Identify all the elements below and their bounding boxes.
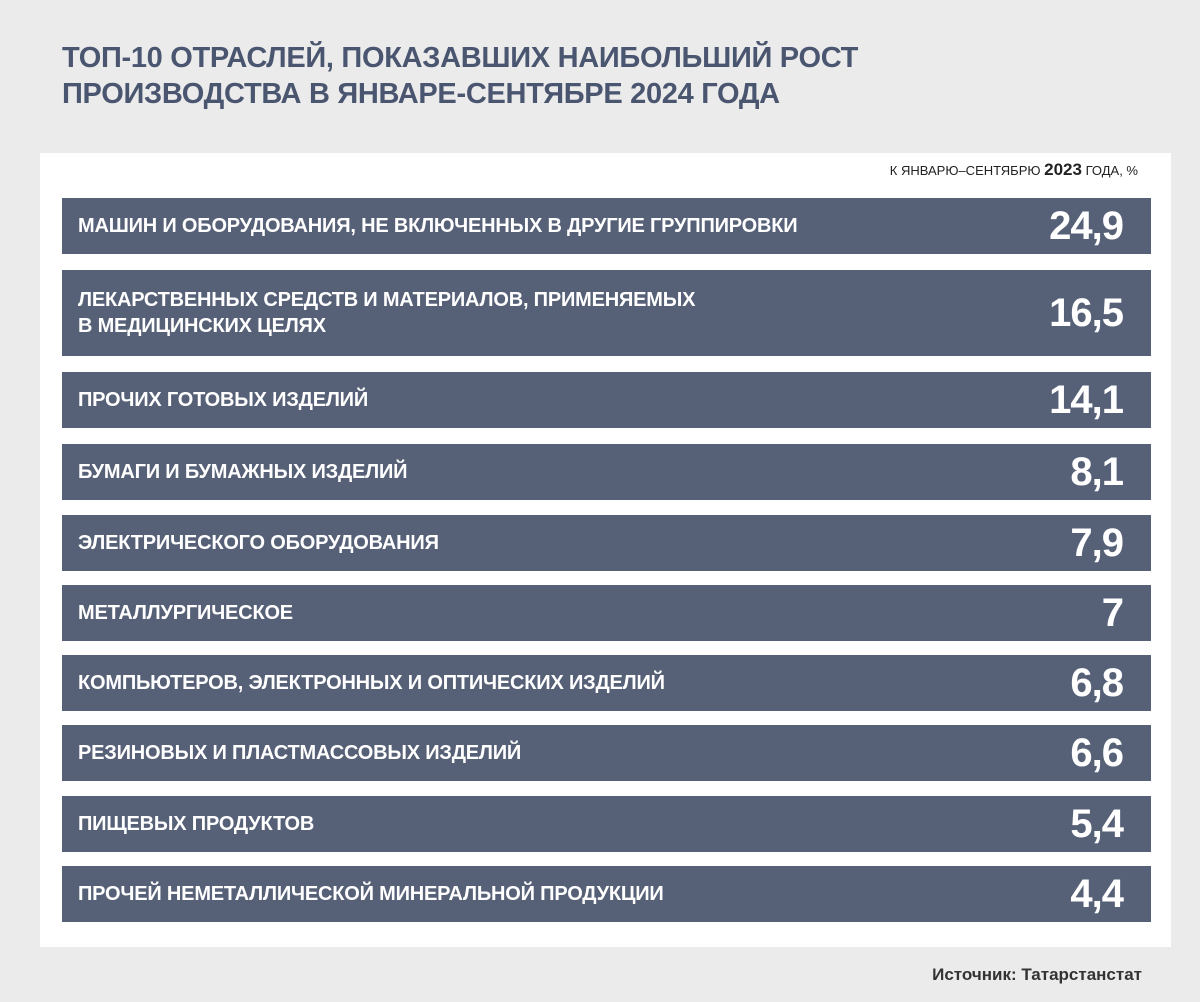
row-value: 14,1 [1049, 377, 1124, 422]
table-row: МАШИН И ОБОРУДОВАНИЯ, НЕ ВКЛЮЧЕННЫХ В ДР… [62, 198, 1151, 254]
unit-year: 2023 [1044, 160, 1082, 179]
source-note: Источник: Татарстанстат [932, 965, 1142, 984]
table-row: ПРОЧЕЙ НЕМЕТАЛЛИЧЕСКОЙ МИНЕРАЛЬНОЙ ПРОДУ… [62, 866, 1151, 922]
row-value: 16,5 [1049, 290, 1124, 335]
row-label: БУМАГИ И БУМАЖНЫХ ИЗДЕЛИЙ [78, 461, 408, 483]
row-value: 7 [1101, 590, 1124, 635]
row-value: 4,4 [1070, 871, 1124, 916]
row-value: 6,6 [1070, 730, 1124, 775]
row-label: ПИЩЕВЫХ ПРОДУКТОВ [78, 813, 315, 835]
table-row: РЕЗИНОВЫХ И ПЛАСТМАССОВЫХ ИЗДЕЛИЙ 6,6 [62, 725, 1151, 781]
row-label: ЛЕКАРСТВЕННЫХ СРЕДСТВ И МАТЕРИАЛОВ, ПРИМ… [78, 289, 696, 337]
table-row: МЕТАЛЛУРГИЧЕСКОЕ 7 [62, 585, 1151, 641]
row-value: 5,4 [1070, 801, 1124, 846]
title-line-1: ТОП-10 ОТРАСЛЕЙ, ПОКАЗАВШИХ НАИБОЛЬШИЙ Р… [62, 42, 859, 74]
row-label: ЭЛЕКТРИЧЕСКОГО ОБОРУДОВАНИЯ [78, 532, 439, 554]
table-row: ПРОЧИХ ГОТОВЫХ ИЗДЕЛИЙ 14,1 [62, 372, 1151, 428]
row-label: ПРОЧИХ ГОТОВЫХ ИЗДЕЛИЙ [78, 389, 369, 411]
table-row: КОМПЬЮТЕРОВ, ЭЛЕКТРОННЫХ И ОПТИЧЕСКИХ ИЗ… [62, 655, 1151, 711]
row-value: 6,8 [1070, 660, 1124, 705]
row-label: КОМПЬЮТЕРОВ, ЭЛЕКТРОННЫХ И ОПТИЧЕСКИХ ИЗ… [78, 672, 665, 694]
table-row: ПИЩЕВЫХ ПРОДУКТОВ 5,4 [62, 796, 1151, 852]
table-row: ЭЛЕКТРИЧЕСКОГО ОБОРУДОВАНИЯ 7,9 [62, 515, 1151, 571]
row-value: 7,9 [1070, 520, 1124, 565]
row-label: МАШИН И ОБОРУДОВАНИЯ, НЕ ВКЛЮЧЕННЫХ В ДР… [78, 215, 798, 237]
row-value: 8,1 [1070, 449, 1124, 494]
unit-note: К ЯНВАРЮ–СЕНТЯБРЮ 2023 ГОДА, % [890, 160, 1138, 180]
unit-prefix: К ЯНВАРЮ–СЕНТЯБРЮ [889, 163, 1041, 178]
unit-suffix: ГОДА, % [1085, 163, 1138, 178]
table-row: БУМАГИ И БУМАЖНЫХ ИЗДЕЛИЙ 8,1 [62, 444, 1151, 500]
row-label: РЕЗИНОВЫХ И ПЛАСТМАССОВЫХ ИЗДЕЛИЙ [78, 742, 522, 764]
row-value: 24,9 [1049, 203, 1124, 248]
table-row: ЛЕКАРСТВЕННЫХ СРЕДСТВ И МАТЕРИАЛОВ, ПРИМ… [62, 270, 1151, 356]
row-label: ПРОЧЕЙ НЕМЕТАЛЛИЧЕСКОЙ МИНЕРАЛЬНОЙ ПРОДУ… [78, 883, 664, 905]
title-line-2: ПРОИЗВОДСТВА В ЯНВАРЕ-СЕНТЯБРЕ 2024 ГОДА [62, 78, 780, 110]
chart-title: ТОП-10 ОТРАСЛЕЙ, ПОКАЗАВШИХ НАИБОЛЬШИЙ Р… [62, 40, 1062, 112]
row-label: МЕТАЛЛУРГИЧЕСКОЕ [78, 602, 293, 624]
